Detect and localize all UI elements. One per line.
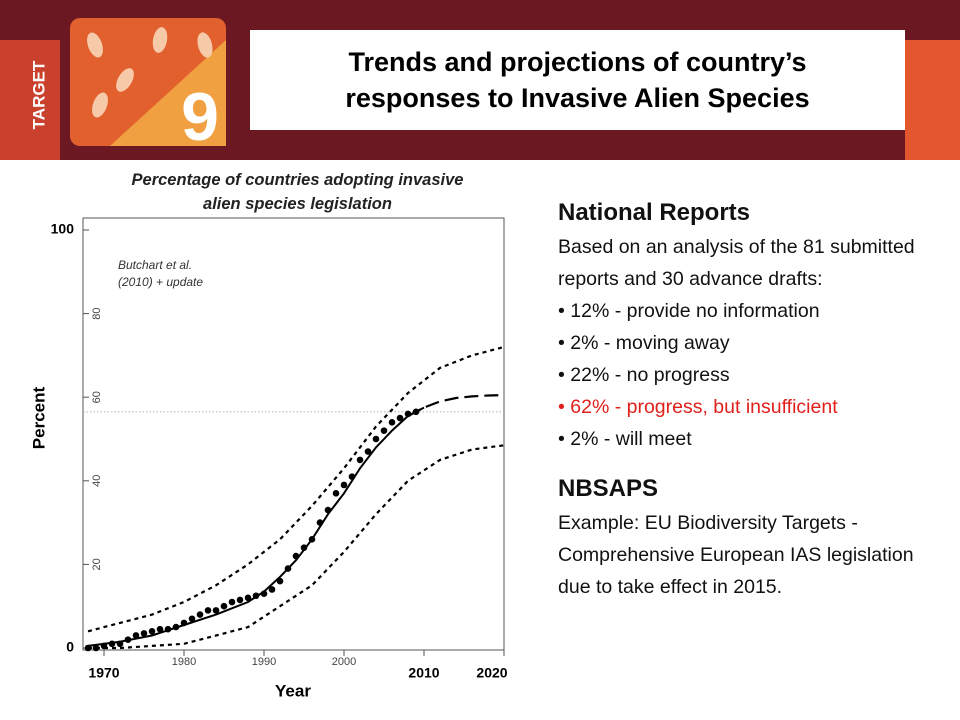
dashed-line bbox=[407, 394, 505, 417]
data-point bbox=[156, 625, 164, 633]
bullet: 22% - no progress bbox=[558, 359, 950, 391]
bullet: 2% - will meet bbox=[558, 423, 950, 455]
dotted-line bbox=[87, 345, 505, 633]
data-point bbox=[380, 427, 388, 434]
y-tick-label: 40 bbox=[91, 475, 103, 487]
footprints bbox=[87, 27, 213, 118]
data-point bbox=[140, 630, 148, 637]
heading: National Reports bbox=[558, 199, 751, 226]
title-line: responses to Invasive Alien Species bbox=[345, 83, 810, 113]
x-tick-label: 1990 bbox=[252, 656, 276, 668]
data-point bbox=[364, 448, 372, 455]
data-point bbox=[188, 615, 196, 623]
chart-title: Percentage of countries adopting invasiv… bbox=[131, 171, 464, 213]
y-tick-label: 20 bbox=[91, 558, 103, 570]
heading: NBSAPS bbox=[558, 475, 659, 502]
text-panel: National Reports Based on an analysis of… bbox=[558, 195, 950, 603]
y-tick-label: 100 bbox=[51, 221, 75, 237]
plot: 0 20 40 60 80 100 1970 1980 1990 2000 2010 2020 Year… bbox=[29, 221, 507, 701]
data-point bbox=[268, 586, 276, 593]
plot-frame bbox=[82, 217, 505, 651]
data-point bbox=[204, 607, 212, 614]
x-tick-label: 1970 bbox=[88, 665, 119, 681]
data-point bbox=[356, 456, 364, 464]
x-tick-label: 1980 bbox=[172, 656, 196, 668]
bullet: 62% - progress, but insufficient bbox=[558, 391, 950, 423]
target-badge: TARGET bbox=[29, 60, 48, 129]
data-point bbox=[340, 481, 348, 489]
annotation: (2010) + update bbox=[118, 275, 203, 289]
data-point bbox=[332, 490, 340, 497]
y-tick-label: 60 bbox=[91, 391, 103, 403]
header-stripe bbox=[905, 40, 960, 160]
data-point bbox=[388, 418, 396, 426]
bullet: 12% - provide no information bbox=[558, 295, 950, 327]
data-point bbox=[372, 435, 380, 443]
bullet: 2% - moving away bbox=[558, 327, 950, 359]
x-tick-label: 2000 bbox=[332, 656, 356, 668]
x-tick-label: 2020 bbox=[476, 665, 507, 681]
data-point bbox=[244, 594, 252, 602]
title-box: Trends and projections of country’s respo… bbox=[250, 30, 905, 130]
data-point bbox=[196, 611, 204, 618]
header-stripe bbox=[0, 40, 60, 160]
example: Example: EU Biodiversity Targets - Compr… bbox=[558, 512, 914, 598]
x-tick-label: 2010 bbox=[408, 665, 439, 681]
dotted-line bbox=[88, 444, 505, 650]
data-point bbox=[148, 627, 156, 635]
data-point bbox=[132, 632, 140, 639]
bullet-list: 12% - provide no information2% - moving … bbox=[558, 295, 950, 455]
y-axis-label: Percent bbox=[29, 386, 48, 449]
target-number: 9 bbox=[181, 79, 219, 155]
data-point bbox=[220, 602, 228, 610]
data-point bbox=[236, 596, 244, 604]
title-line: Trends and projections of country’s bbox=[348, 47, 807, 77]
x-axis-label: Year bbox=[275, 681, 311, 700]
logo-shape bbox=[110, 40, 226, 146]
annotation: Butchart et al. bbox=[118, 258, 192, 272]
data-point bbox=[212, 607, 220, 614]
data-point bbox=[228, 598, 236, 606]
solid-line bbox=[87, 406, 425, 647]
y-tick-label: 0 bbox=[66, 639, 74, 655]
intro: Based on an analysis of the 81 submitted… bbox=[558, 236, 915, 290]
y-tick-label: 80 bbox=[91, 307, 103, 319]
data-point bbox=[396, 414, 404, 422]
